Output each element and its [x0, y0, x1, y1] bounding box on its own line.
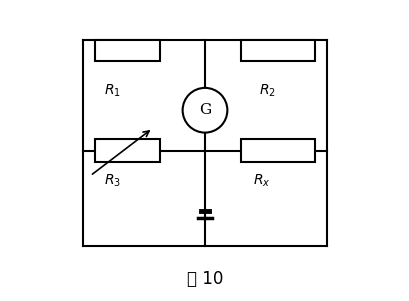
Text: $R_3$: $R_3$ [103, 172, 120, 188]
Text: 图 10: 图 10 [187, 270, 222, 288]
Bar [240, 138, 315, 163]
Text: $R_1$: $R_1$ [103, 83, 120, 99]
Text: $R_x$: $R_x$ [252, 172, 270, 188]
Bar [94, 138, 160, 163]
Bar [94, 40, 160, 61]
Text: $R_2$: $R_2$ [258, 83, 275, 99]
Circle shape [182, 88, 227, 133]
Bar [240, 40, 315, 61]
Text: G: G [198, 103, 211, 117]
